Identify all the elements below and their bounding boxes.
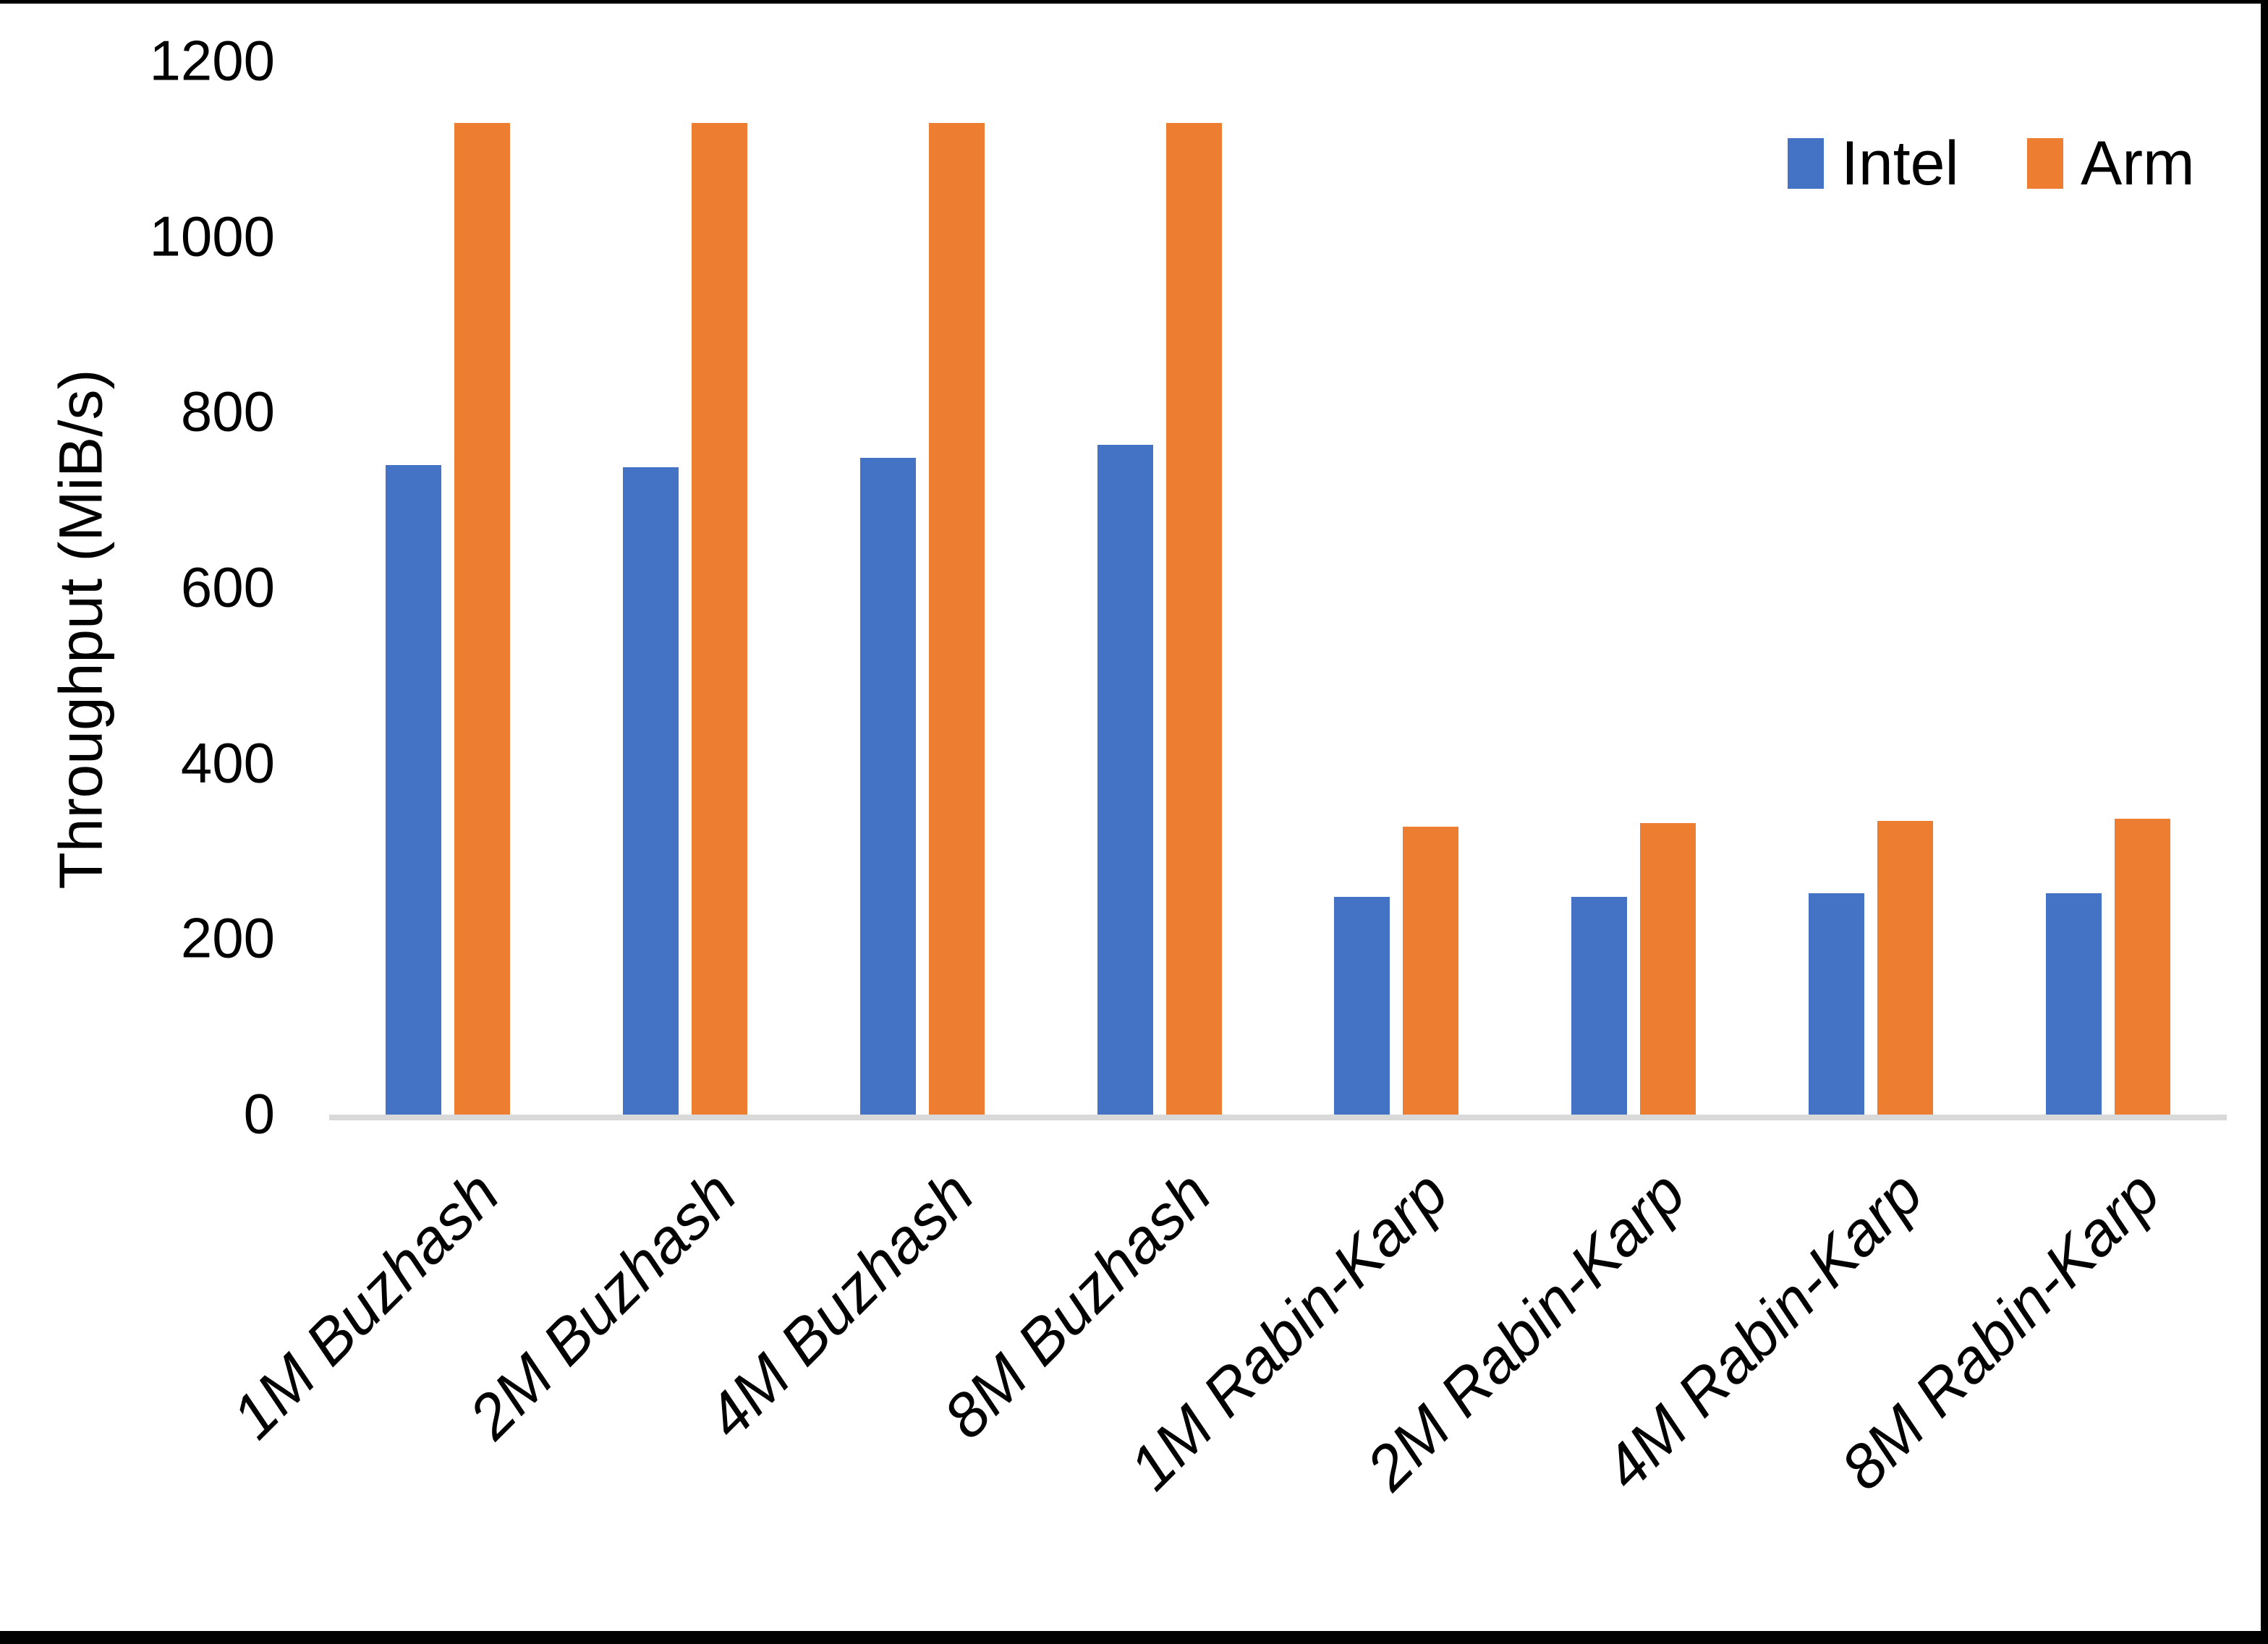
legend-label-intel: Intel — [1841, 129, 1959, 198]
frame-edge-right — [2261, 0, 2268, 1644]
y-tick-label-200: 200 — [180, 906, 275, 970]
y-tick-label-800: 800 — [180, 379, 275, 443]
bar-intel-2m-rabin-karp — [1571, 897, 1627, 1115]
legend-label-arm: Arm — [2081, 129, 2195, 198]
bar-intel-1m-buzhash — [386, 465, 441, 1115]
legend-swatch-intel-icon — [1788, 138, 1824, 189]
plot-area — [329, 61, 2227, 1120]
bar-arm-4m-rabin-karp — [1877, 821, 1933, 1115]
legend-item-arm: Arm — [2027, 132, 2195, 195]
bar-arm-8m-rabin-karp — [2115, 819, 2170, 1115]
bar-arm-1m-rabin-karp — [1403, 827, 1458, 1115]
bar-arm-2m-rabin-karp — [1640, 823, 1696, 1115]
frame-edge-bottom — [0, 1631, 2268, 1644]
y-tick-label-600: 600 — [180, 555, 275, 619]
y-tick-label-0: 0 — [243, 1081, 275, 1146]
x-axis-line — [329, 1115, 2227, 1120]
bar-intel-2m-buzhash — [623, 467, 679, 1115]
frame-edge-top — [0, 0, 2268, 4]
bar-arm-1m-buzhash — [454, 123, 510, 1115]
bar-intel-4m-buzhash — [860, 458, 916, 1115]
bar-intel-4m-rabin-karp — [1809, 893, 1864, 1115]
y-tick-label-400: 400 — [180, 731, 275, 795]
bar-arm-4m-buzhash — [929, 123, 985, 1115]
legend-swatch-arm-icon — [2027, 138, 2063, 189]
y-tick-label-1000: 1000 — [149, 204, 275, 268]
bar-intel-8m-buzhash — [1097, 445, 1153, 1115]
bar-arm-8m-buzhash — [1166, 123, 1222, 1115]
bar-intel-1m-rabin-karp — [1334, 897, 1390, 1115]
bar-arm-2m-buzhash — [692, 123, 747, 1115]
y-tick-label-1200: 1200 — [149, 28, 275, 93]
y-axis-title: Throughput (MiB/s) — [46, 369, 115, 890]
legend-item-intel: Intel — [1788, 132, 1959, 195]
bar-intel-8m-rabin-karp — [2046, 893, 2102, 1115]
